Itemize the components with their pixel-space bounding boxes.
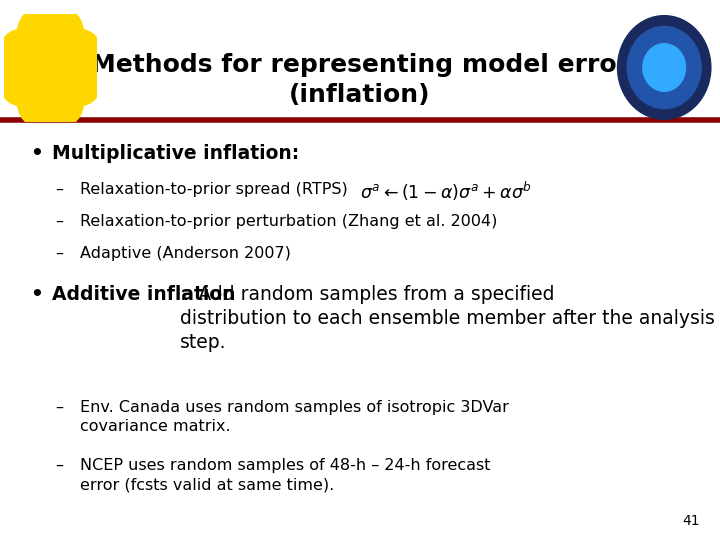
- Text: Relaxation-to-prior perturbation (Zhang et al. 2004): Relaxation-to-prior perturbation (Zhang …: [80, 214, 498, 229]
- Circle shape: [7, 18, 94, 117]
- Circle shape: [643, 44, 685, 91]
- Circle shape: [17, 29, 84, 106]
- Text: (inflation): (inflation): [289, 83, 431, 107]
- Circle shape: [627, 26, 701, 109]
- Text: Env. Canada uses random samples of isotropic 3DVar
covariance matrix.: Env. Canada uses random samples of isotr…: [80, 400, 509, 434]
- Text: –: –: [55, 214, 63, 229]
- Text: –: –: [55, 458, 63, 473]
- Text: Relaxation-to-prior spread (RTPS): Relaxation-to-prior spread (RTPS): [80, 182, 348, 197]
- Text: Methods for representing model error: Methods for representing model error: [91, 53, 629, 77]
- FancyBboxPatch shape: [17, 7, 84, 128]
- Text: –: –: [55, 246, 63, 261]
- Text: 41: 41: [683, 514, 700, 528]
- Text: Adaptive (Anderson 2007): Adaptive (Anderson 2007): [80, 246, 291, 261]
- Text: $\sigma^a \leftarrow (1-\alpha)\sigma^a + \alpha\sigma^b$: $\sigma^a \leftarrow (1-\alpha)\sigma^a …: [360, 180, 532, 203]
- Text: Additive inflation: Additive inflation: [52, 285, 235, 304]
- Text: –: –: [55, 182, 63, 197]
- Text: –: –: [55, 400, 63, 415]
- Circle shape: [30, 44, 71, 91]
- Text: NCEP uses random samples of 48-h – 24-h forecast
error (fcsts valid at same time: NCEP uses random samples of 48-h – 24-h …: [80, 458, 490, 492]
- Text: Multiplicative inflation:: Multiplicative inflation:: [52, 144, 300, 163]
- Text: •: •: [30, 285, 43, 304]
- FancyBboxPatch shape: [0, 29, 103, 106]
- Text: •: •: [30, 144, 43, 163]
- Circle shape: [618, 16, 711, 119]
- Text: :  Add random samples from a specified
distribution to each ensemble member afte: : Add random samples from a specified di…: [180, 285, 715, 353]
